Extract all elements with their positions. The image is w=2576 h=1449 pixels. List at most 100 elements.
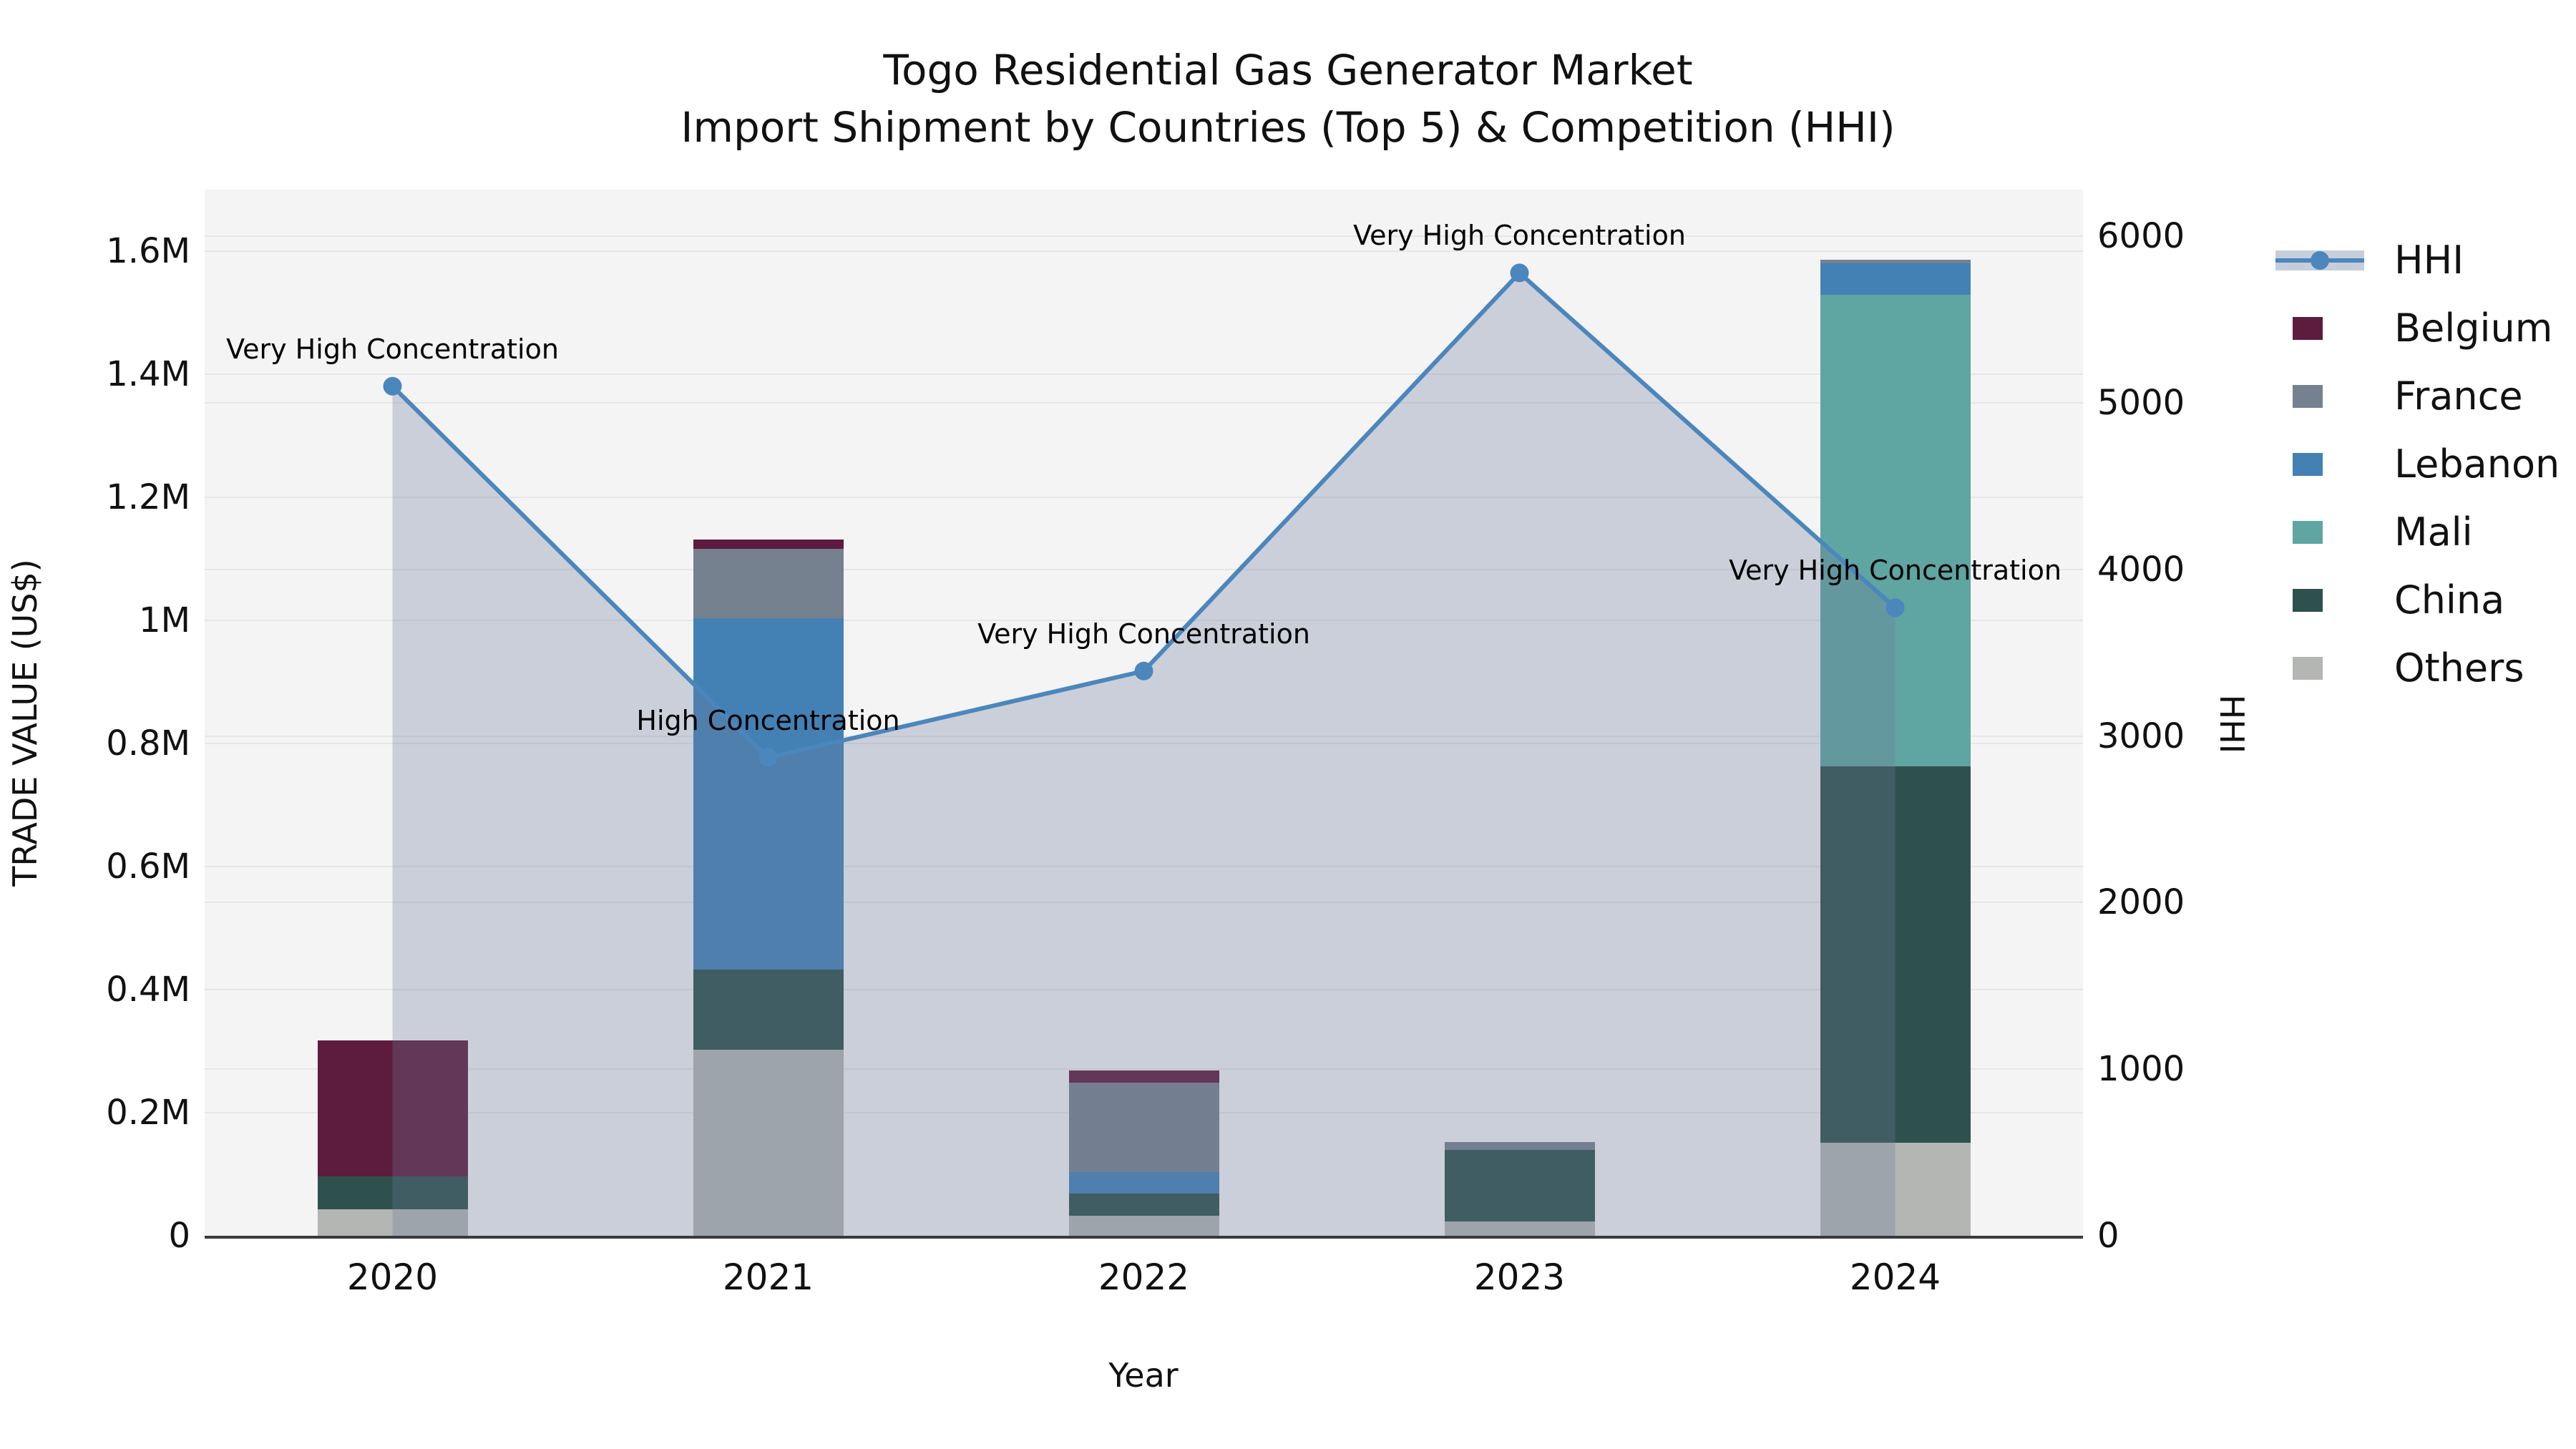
legend-label-others: Others	[2394, 645, 2524, 691]
legend-color-sample	[2274, 384, 2381, 408]
legend-label-lebanon: Lebanon	[2394, 441, 2560, 487]
legend-swatch-belgium	[2293, 316, 2323, 340]
concentration-annotation-2023: Very High Concentration	[1353, 220, 1686, 252]
right-axis-gridline	[205, 235, 2083, 238]
plot-area: Very High Concentration High Concentratio…	[205, 190, 2083, 1239]
right-axis-tick-label: 5000	[2097, 382, 2185, 423]
right-axis-gridline	[205, 1068, 2083, 1070]
legend-label-hhi: HHI	[2394, 237, 2464, 283]
legend-swatch-france	[2293, 384, 2323, 408]
legend-color-sample	[2274, 452, 2381, 476]
legend-hhi-line-sample	[2274, 250, 2381, 270]
right-axis-tick-label: 0	[2097, 1216, 2119, 1256]
legend-item-china: China	[2274, 566, 2560, 634]
x-axis-tick-label: 2020	[346, 1257, 439, 1298]
chart-title-line1: Togo Residential Gas Generator Market	[883, 46, 1693, 94]
right-axis-tick-label: 4000	[2097, 549, 2185, 590]
legend-swatch-others	[2293, 656, 2323, 680]
bar-segment-others-2022	[1068, 1215, 1219, 1236]
left-axis-tick-label: 1M	[139, 600, 190, 640]
bar-segment-france-2024	[1820, 260, 1971, 264]
legend-swatch-lebanon	[2293, 452, 2323, 476]
left-axis-tick-label: 1.2M	[106, 477, 190, 517]
bar-segment-others-2023	[1444, 1221, 1595, 1236]
bar-segment-france-2021	[693, 549, 844, 619]
right-axis-tick-label: 2000	[2097, 882, 2185, 923]
right-axis-gridline	[205, 401, 2083, 404]
right-axis-tick-label: 3000	[2097, 716, 2185, 756]
concentration-annotation-2024: Very High Concentration	[1729, 555, 2062, 587]
legend-item-lebanon: Lebanon	[2274, 430, 2560, 498]
hhi-marker-2024	[1885, 598, 1905, 618]
x-axis-tick-label: 2021	[722, 1257, 814, 1298]
left-axis-gridline	[205, 374, 2083, 375]
x-axis-tick-label: 2023	[1473, 1257, 1566, 1298]
bar-segment-france-2023	[1444, 1142, 1595, 1150]
legend-color-sample	[2274, 520, 2381, 544]
bar-segment-china-2024	[1820, 766, 1971, 1143]
bar-segment-belgium-2022	[1068, 1070, 1219, 1083]
legend-label-mali: Mali	[2394, 509, 2473, 555]
bar-segment-others-2021	[693, 1050, 844, 1236]
left-axis-gridline	[205, 989, 2083, 990]
legend-swatch-china	[2293, 588, 2323, 612]
bar-segment-china-2020	[317, 1176, 468, 1210]
bar-segment-china-2022	[1068, 1193, 1219, 1216]
legend-item-others: Others	[2274, 634, 2560, 702]
legend-swatch-mali	[2293, 520, 2323, 544]
legend-item-mali: Mali	[2274, 498, 2560, 566]
legend-color-sample	[2274, 588, 2381, 612]
x-axis-tick-label: 2024	[1849, 1257, 1941, 1298]
bar-segment-lebanon-2022	[1068, 1171, 1219, 1194]
bar-segment-china-2023	[1444, 1149, 1595, 1222]
hhi-marker-swatch	[2311, 250, 2329, 270]
right-axis-gridline	[205, 568, 2083, 570]
hhi-marker-2022	[1134, 661, 1153, 680]
left-axis-tick-label: 0.2M	[106, 1093, 190, 1133]
right-axis-title: HHI	[2212, 694, 2251, 754]
chart-title: Togo Residential Gas Generator Market Im…	[0, 42, 2576, 156]
left-axis-tick-label: 0.4M	[106, 970, 190, 1010]
legend-item-hhi: HHI	[2274, 226, 2560, 294]
chart-title-line2: Import Shipment by Countries (Top 5) & C…	[680, 103, 1896, 152]
legend-label-belgium: Belgium	[2394, 305, 2553, 351]
left-axis-tick-label: 0.6M	[106, 847, 190, 887]
bar-segment-china-2021	[693, 969, 844, 1050]
legend: HHI Belgium France Lebanon Mali China Others	[2274, 226, 2560, 702]
hhi-area-fill	[392, 273, 1896, 1236]
x-axis-tick-label: 2022	[1098, 1257, 1190, 1298]
legend-item-belgium: Belgium	[2274, 294, 2560, 362]
legend-label-france: France	[2394, 373, 2523, 419]
left-axis-gridline	[205, 497, 2083, 498]
bar-segment-belgium-2020	[317, 1040, 468, 1176]
left-axis-tick-label: 1.6M	[106, 231, 190, 271]
left-axis-gridline	[205, 250, 2083, 252]
concentration-annotation-2020: Very High Concentration	[226, 333, 559, 365]
bar-segment-france-2022	[1068, 1082, 1219, 1172]
bar-segment-lebanon-2024	[1820, 263, 1971, 296]
hhi-area-swatch	[2275, 250, 2364, 270]
left-axis-tick-label: 1.4M	[106, 354, 190, 394]
right-axis-gridline	[205, 902, 2083, 904]
legend-color-sample	[2274, 316, 2381, 340]
hhi-marker-2023	[1510, 263, 1529, 283]
left-axis-tick-label: 0	[168, 1216, 190, 1256]
concentration-annotation-2021: High Concentration	[636, 704, 900, 736]
bar-segment-lebanon-2021	[693, 618, 844, 970]
legend-label-china: China	[2394, 577, 2505, 623]
bar-segment-others-2020	[317, 1209, 468, 1236]
left-axis-gridline	[205, 743, 2083, 744]
right-axis-gridline	[205, 735, 2083, 737]
concentration-annotation-2022: Very High Concentration	[977, 618, 1310, 650]
left-axis-gridline	[205, 866, 2083, 867]
hhi-line-layer	[383, 263, 1905, 1236]
legend-color-sample	[2274, 656, 2381, 680]
x-axis-title: Year	[1108, 1356, 1179, 1395]
right-axis-tick-label: 1000	[2097, 1049, 2185, 1090]
bar-segment-others-2024	[1820, 1143, 1971, 1236]
left-axis-tick-label: 0.8M	[106, 723, 190, 763]
left-axis-gridline	[205, 620, 2083, 621]
hhi-marker-2021	[758, 748, 778, 767]
legend-item-france: France	[2274, 362, 2560, 430]
